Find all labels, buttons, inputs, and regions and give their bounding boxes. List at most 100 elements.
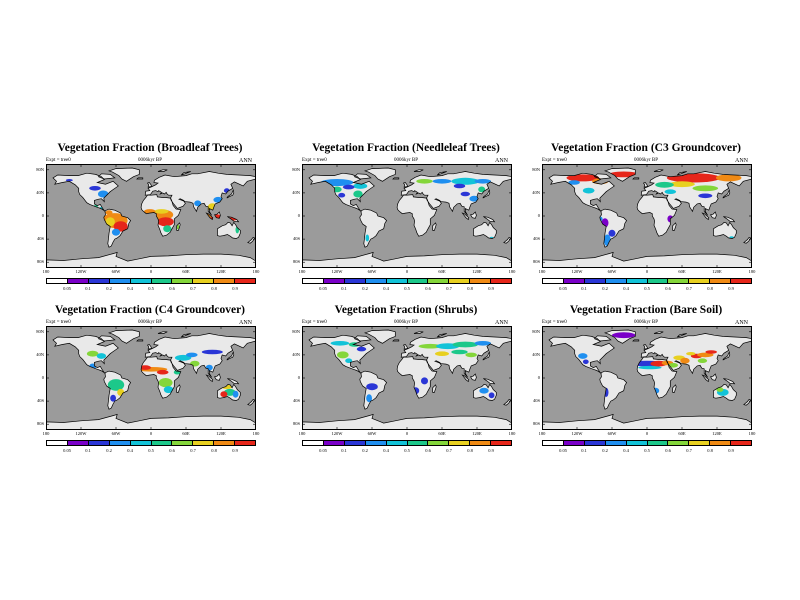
colorbar-swatch <box>543 441 564 445</box>
time-label: 0006kyr BP <box>633 158 659 163</box>
coastline-britain <box>146 182 153 188</box>
colorbar-label: 0.05 <box>559 448 567 453</box>
coastline-new-zealand <box>503 236 512 244</box>
vegetation-patch <box>365 234 370 242</box>
coastline-iceland <box>136 339 144 342</box>
vegetation-patch <box>418 343 442 349</box>
coastline-novaya-zemlya <box>181 333 191 338</box>
coastline-madagascar <box>432 222 437 231</box>
colorbar-swatch <box>584 279 606 283</box>
panel-title: Vegetation Fraction (C4 Groundcover) <box>54 304 246 316</box>
colorbar-swatch <box>689 441 711 445</box>
land-antarctica <box>302 252 512 268</box>
axis-ticks <box>542 326 752 430</box>
land-svalbard <box>654 331 664 334</box>
coastline-britain <box>642 182 649 188</box>
land-eurasia <box>145 333 256 378</box>
colorbar-swatch <box>365 279 387 283</box>
colorbar-swatch <box>130 279 152 283</box>
colorbar-label: 0.8 <box>467 448 473 453</box>
coastline-south-america <box>103 370 132 410</box>
vegetation-patch <box>194 200 202 207</box>
colorbar-swatch <box>47 441 68 445</box>
land-australia <box>473 222 497 239</box>
coastline-sumatra <box>205 212 214 221</box>
vegetation-patch <box>163 386 174 394</box>
colorbar-label: 0.1 <box>341 448 347 453</box>
lon-label: 180 <box>508 269 516 274</box>
coastline-new-zealand <box>743 236 752 244</box>
colorbar-label: 0.9 <box>728 286 734 291</box>
vegetation-layer <box>86 349 239 402</box>
land-north-america <box>53 173 119 212</box>
land-madagascar <box>432 222 437 231</box>
lat-label: 40S <box>36 236 44 242</box>
coastline-sumatra <box>461 374 470 383</box>
colorbar-label: 0.05 <box>559 286 567 291</box>
lat-label: 0 <box>297 375 300 380</box>
land-new-guinea <box>483 378 495 384</box>
colorbar-swatch <box>109 441 131 445</box>
vegetation-patch <box>86 350 99 357</box>
coastline-svalbard <box>413 331 424 334</box>
colorbar-swatch <box>323 279 345 283</box>
coastline-australia <box>713 221 737 239</box>
coastline-iceland <box>392 177 400 180</box>
colorbar-label: 0.7 <box>446 286 452 291</box>
vegetation-patch <box>638 365 662 370</box>
lon-label: 180 <box>538 431 546 436</box>
vegetation-patch <box>451 177 480 185</box>
lon-label: 0 <box>405 431 409 436</box>
coastline-new-guinea <box>723 378 736 385</box>
season-label: ANN <box>495 320 508 326</box>
vegetation-patch <box>220 391 228 398</box>
colorbar-label: 0.5 <box>644 286 650 291</box>
vegetation-patch <box>186 352 198 358</box>
lon-label: 0 <box>149 269 153 274</box>
colorbar-label: 0.7 <box>686 286 692 291</box>
coastline-australia <box>473 383 497 401</box>
vegetation-patch <box>435 351 449 356</box>
lat-label: 80N <box>532 328 540 334</box>
vegetation-patch <box>110 394 116 402</box>
land-australia <box>713 222 737 239</box>
world-map <box>542 164 752 268</box>
season-label: ANN <box>735 158 748 164</box>
land-layer <box>46 168 256 268</box>
lon-label: 60E <box>678 269 686 274</box>
lon-label: 120W <box>571 269 583 274</box>
colorbar-label: 0.8 <box>211 286 217 291</box>
land-new-guinea <box>227 378 239 384</box>
map-area <box>542 164 752 268</box>
vegetation-patch <box>452 341 479 348</box>
lat-label: 80S <box>292 259 300 265</box>
map-panel-shrubs: Vegetation Fraction (Shrubs) Expt = tree0… <box>286 304 526 454</box>
coastline-australia <box>217 383 241 401</box>
colorbar-label: 0.1 <box>85 286 91 291</box>
colorbar-swatch <box>344 441 366 445</box>
vegetation-patch <box>705 350 717 354</box>
coastline-africa <box>140 194 182 237</box>
colorbar-swatch <box>428 441 450 445</box>
lat-label: 40N <box>532 351 540 357</box>
coastline-iceland <box>632 177 640 180</box>
land-australia <box>217 222 241 239</box>
experiment-label: Expt = tree0 <box>46 320 71 325</box>
lat-label: 80S <box>292 421 300 427</box>
lat-label: 80S <box>36 259 44 265</box>
colorbar-label: 0.6 <box>665 286 671 291</box>
vegetation-patch <box>232 390 239 398</box>
coastline-britain <box>402 182 409 188</box>
vegetation-patch <box>174 354 192 361</box>
colorbar-swatch <box>491 441 512 445</box>
lon-label: 180 <box>298 269 306 274</box>
colorbar-label: 0.6 <box>169 448 175 453</box>
colorbar-label: 0.2 <box>106 286 112 291</box>
lat-label: 0 <box>41 213 44 218</box>
coastline-new-zealand <box>743 398 752 406</box>
vegetation-layer <box>566 171 742 247</box>
land-madagascar <box>176 384 181 393</box>
vegetation-patch <box>89 186 101 191</box>
vegetation-patch <box>65 179 73 182</box>
land-north-america <box>549 173 615 212</box>
